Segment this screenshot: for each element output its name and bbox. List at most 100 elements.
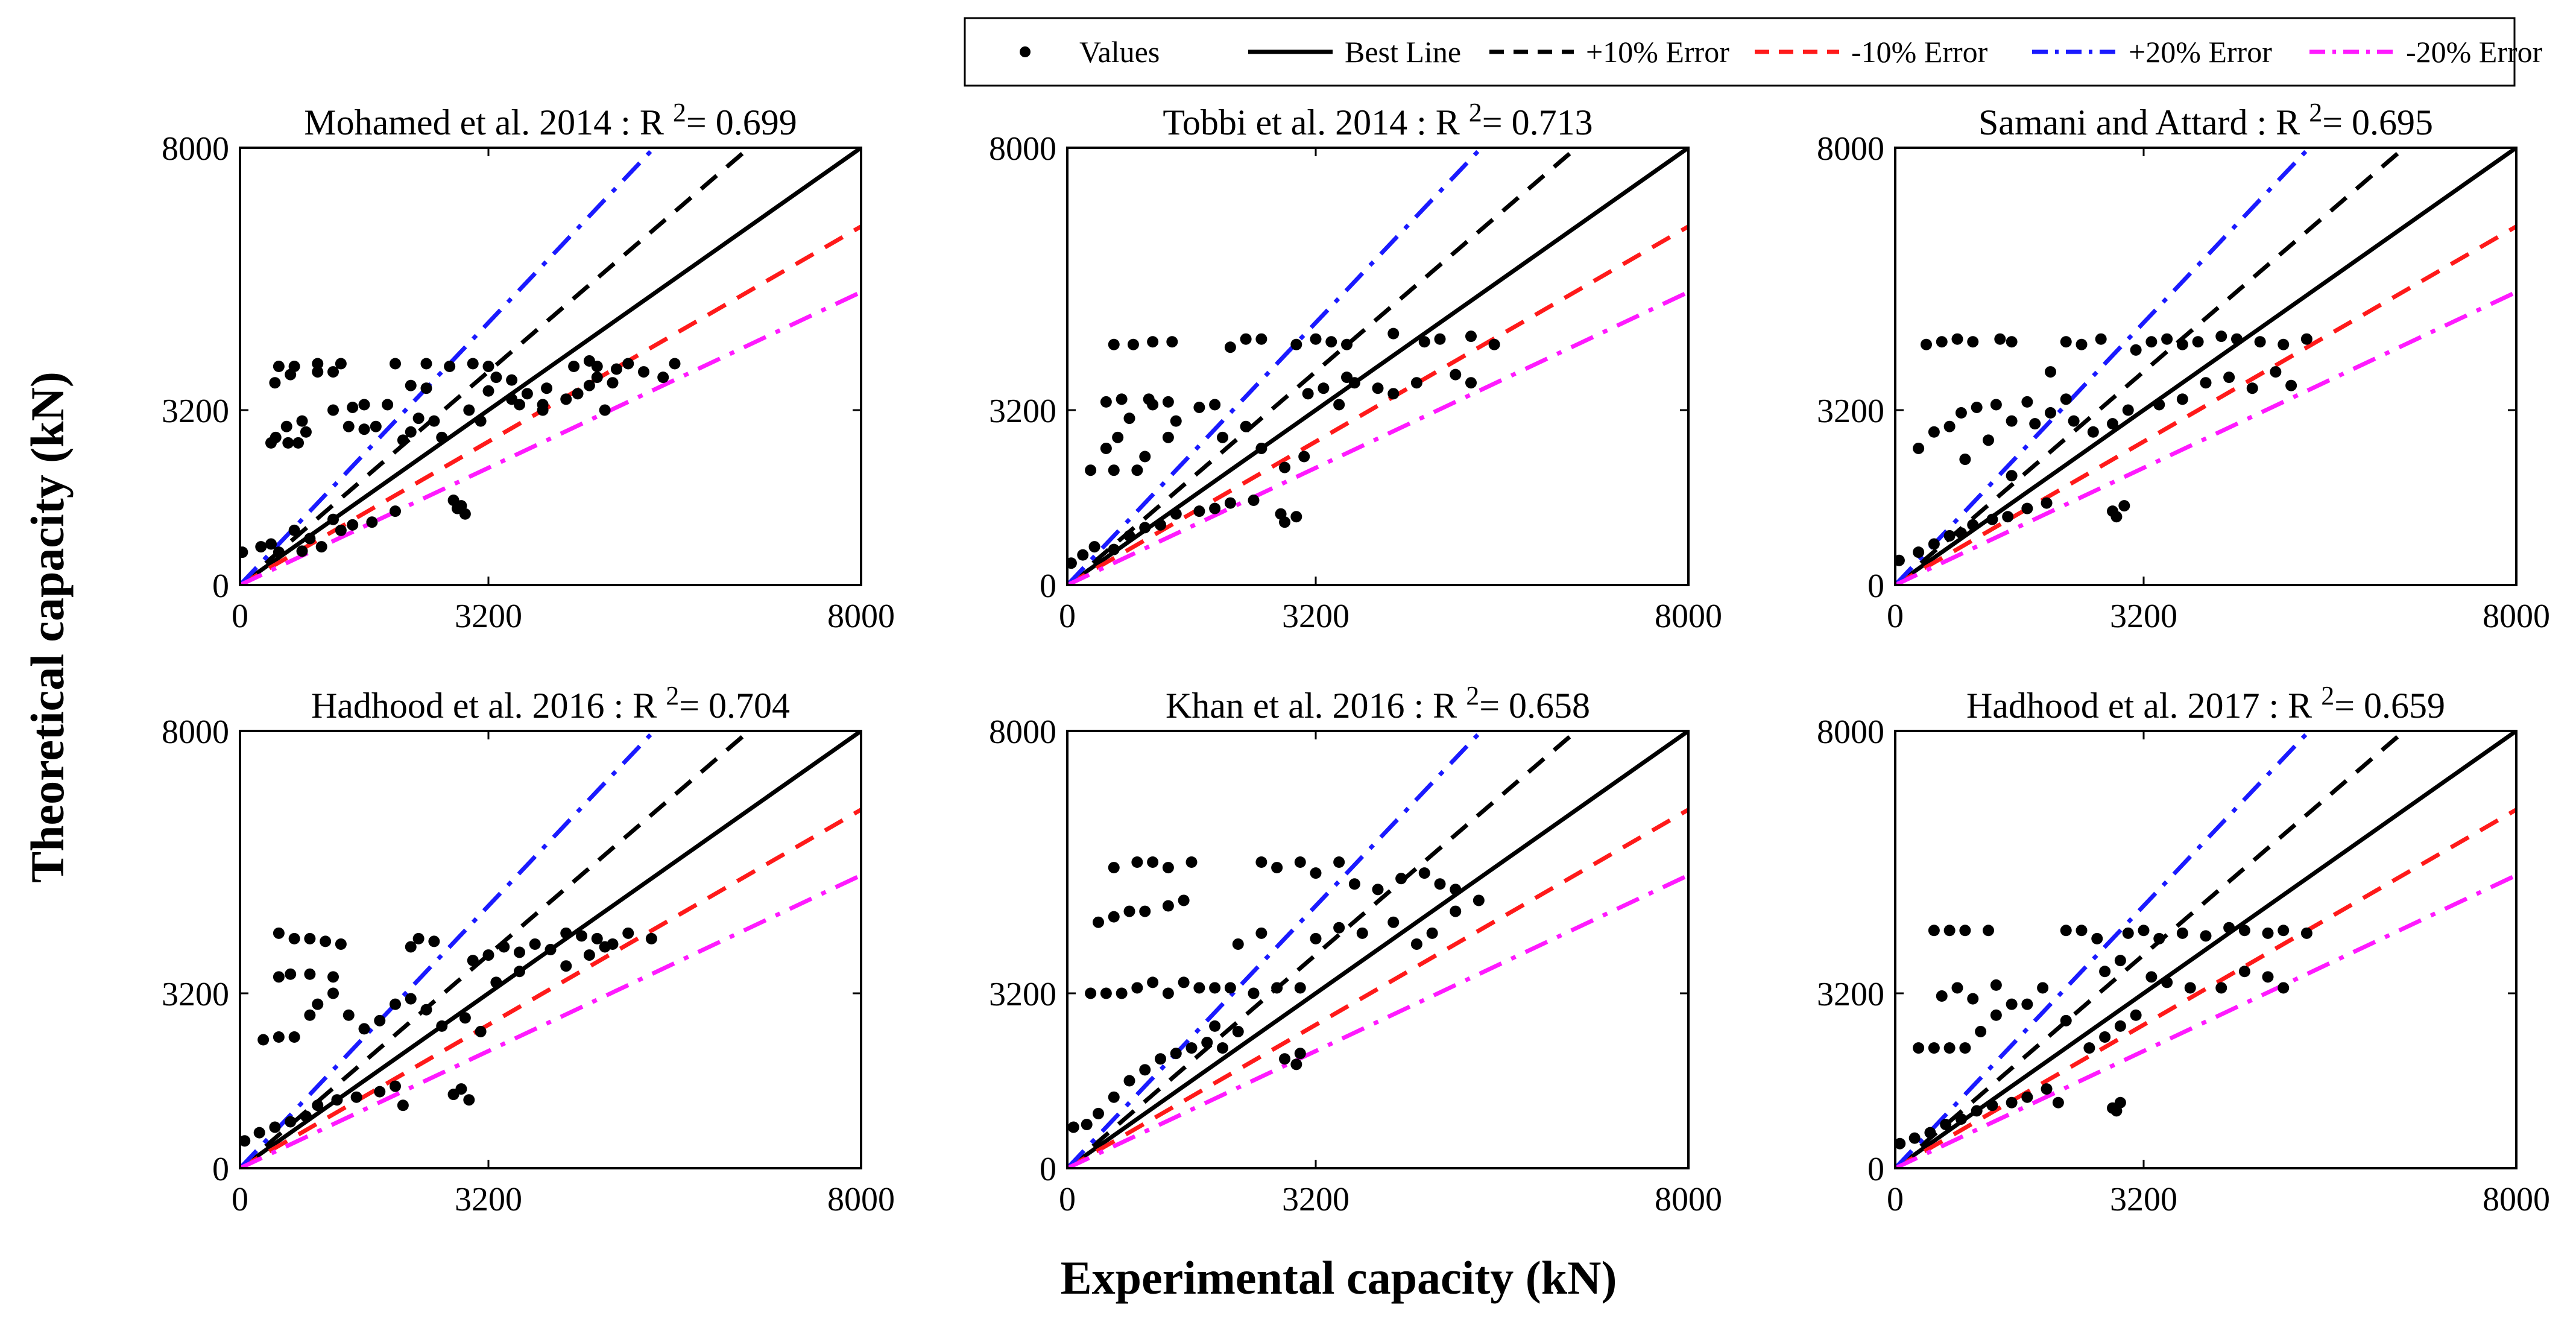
data-point bbox=[490, 372, 502, 384]
data-point bbox=[2215, 330, 2227, 343]
legend: Values Best Line +10% Error -10% Error +20% … bbox=[964, 17, 2543, 87]
legend-item-minus10: -10% Error bbox=[1755, 35, 1988, 69]
data-point bbox=[273, 971, 285, 983]
panel-title: Hadhood et al. 2017 : R 2= 0.659 bbox=[1966, 681, 2445, 726]
data-point bbox=[2110, 1105, 2123, 1117]
axes-frame bbox=[1066, 147, 1690, 586]
data-point bbox=[374, 1086, 386, 1098]
data-point bbox=[2006, 998, 2018, 1010]
data-point bbox=[455, 500, 467, 512]
axes-frame bbox=[239, 147, 862, 586]
axes-frame bbox=[239, 730, 862, 1169]
data-point bbox=[475, 415, 487, 427]
data-point bbox=[1147, 336, 1159, 348]
legend-item-plus20: +20% Error bbox=[2032, 35, 2272, 69]
data-point bbox=[358, 1023, 370, 1035]
data-point bbox=[1310, 932, 1322, 944]
data-point bbox=[1302, 388, 1314, 400]
data-point bbox=[1959, 925, 1971, 937]
y-tick-label: 3200 bbox=[1817, 393, 1884, 430]
data-point bbox=[312, 1099, 324, 1112]
data-point bbox=[304, 533, 316, 545]
data-point bbox=[1341, 338, 1353, 350]
data-point bbox=[1131, 982, 1143, 994]
data-point bbox=[1450, 905, 1462, 917]
data-point bbox=[2006, 470, 2018, 482]
data-point bbox=[1387, 327, 1400, 340]
data-point bbox=[2021, 502, 2033, 514]
y-axis-label: Theoretical capacity (kN) bbox=[21, 372, 74, 883]
line-minus10 bbox=[1895, 808, 2516, 1168]
data-point bbox=[1951, 333, 1963, 345]
data-point bbox=[1913, 442, 1925, 454]
data-point bbox=[1116, 987, 1128, 999]
data-point bbox=[1123, 905, 1135, 917]
line-plus10 bbox=[1895, 731, 2406, 1168]
data-point bbox=[2200, 377, 2212, 389]
x-tick-label: 0 bbox=[1059, 598, 1076, 635]
data-point bbox=[1967, 519, 1979, 531]
data-point bbox=[240, 1135, 251, 1147]
data-point bbox=[610, 363, 622, 375]
data-point bbox=[2114, 955, 2126, 967]
y-tick-label: 3200 bbox=[989, 393, 1056, 430]
data-point bbox=[1178, 976, 1190, 988]
data-point bbox=[1928, 538, 1940, 550]
data-point bbox=[312, 358, 324, 370]
data-point bbox=[2060, 925, 2072, 937]
panel-title: Khan et al. 2016 : R 2= 0.658 bbox=[1166, 681, 1590, 726]
data-point bbox=[622, 927, 634, 939]
data-point bbox=[1147, 976, 1159, 988]
axes-frame bbox=[1894, 730, 2518, 1169]
data-point bbox=[2021, 396, 2033, 408]
data-point bbox=[1108, 1091, 1120, 1103]
line-minus10 bbox=[240, 808, 861, 1168]
data-point bbox=[1162, 396, 1174, 408]
data-point bbox=[1410, 938, 1422, 950]
data-point bbox=[2037, 982, 2049, 994]
data-point bbox=[350, 1091, 362, 1103]
data-point bbox=[514, 966, 525, 978]
y-tick-label: 0 bbox=[1867, 1151, 1884, 1188]
data-point bbox=[1333, 399, 1345, 411]
data-point bbox=[1127, 338, 1139, 350]
data-point bbox=[2262, 971, 2274, 983]
x-tick-label: 0 bbox=[232, 598, 248, 635]
panels: 0 3200 8000 0 3200 8000 Mohamed et al. 2014 : … bbox=[162, 98, 2550, 1218]
data-point bbox=[583, 949, 595, 961]
panel-6: 0 3200 8000 0 3200 8000 Hadhood et al. 2017 : … bbox=[1817, 681, 2550, 1218]
data-point bbox=[1936, 990, 1948, 1002]
panel-title: Mohamed et al. 2014 : R 2= 0.699 bbox=[304, 98, 797, 142]
data-point bbox=[2145, 971, 2158, 983]
data-point bbox=[2087, 426, 2099, 438]
data-point bbox=[2091, 932, 2103, 944]
data-point bbox=[1943, 420, 1956, 432]
data-point bbox=[1116, 393, 1128, 405]
x-tick-label: 3200 bbox=[1282, 1181, 1350, 1218]
y-tick-label: 3200 bbox=[162, 393, 229, 430]
data-point bbox=[1310, 333, 1322, 345]
data-point bbox=[1112, 431, 1124, 443]
data-point bbox=[397, 434, 409, 446]
data-point bbox=[1123, 530, 1135, 542]
data-point bbox=[343, 420, 355, 432]
data-point bbox=[315, 541, 327, 553]
data-point bbox=[2099, 966, 2111, 978]
data-point bbox=[382, 399, 394, 411]
data-point bbox=[2130, 1009, 2142, 1021]
data-point bbox=[1356, 927, 1368, 939]
data-point bbox=[1325, 336, 1337, 348]
data-point bbox=[1372, 884, 1384, 896]
y-tick-label: 8000 bbox=[1817, 130, 1884, 168]
data-point bbox=[2300, 927, 2312, 939]
x-tick-label: 0 bbox=[1887, 598, 1904, 635]
data-point bbox=[1928, 1042, 1940, 1054]
data-point bbox=[304, 1009, 316, 1021]
data-point bbox=[1921, 338, 1932, 350]
data-point bbox=[412, 932, 425, 944]
data-point bbox=[1108, 464, 1120, 476]
data-point bbox=[370, 420, 382, 432]
data-point bbox=[420, 382, 432, 394]
data-point bbox=[285, 968, 297, 980]
data-point bbox=[2021, 998, 2033, 1010]
